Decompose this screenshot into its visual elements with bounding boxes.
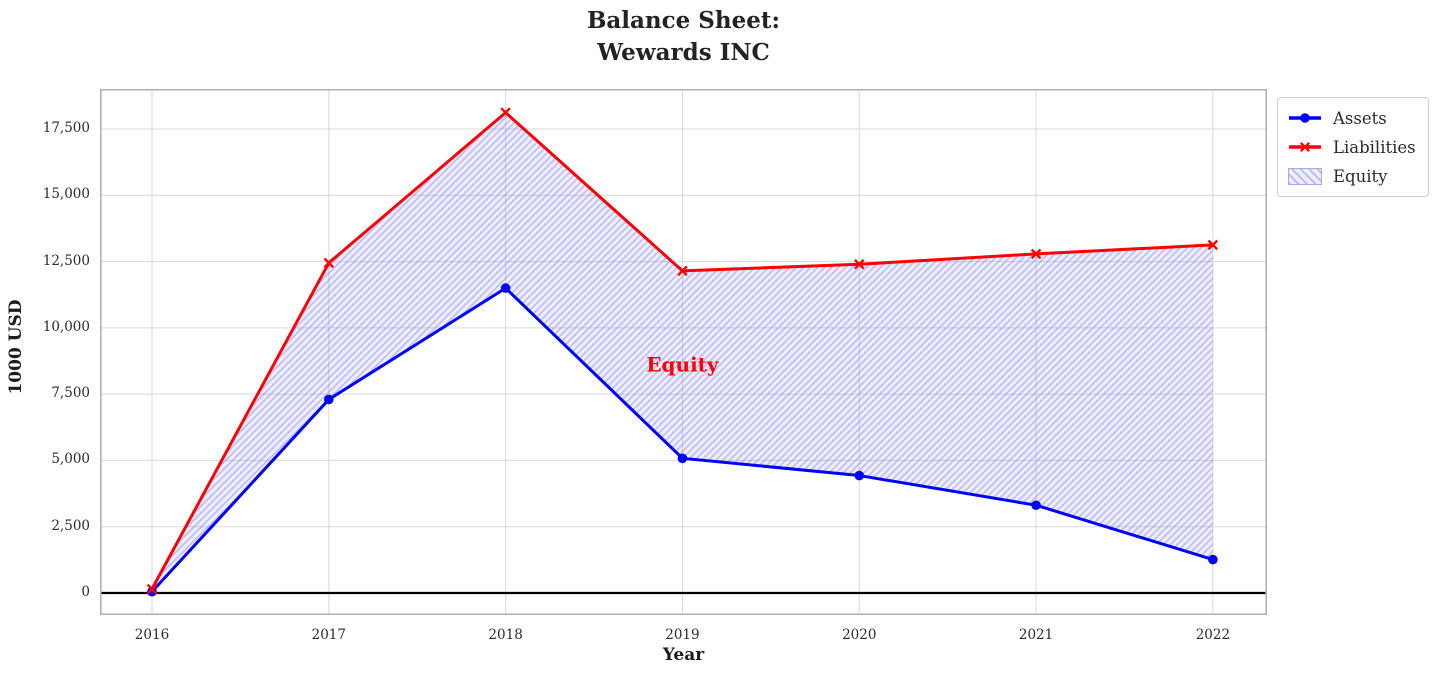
assets-marker: [854, 470, 865, 481]
y-tick-label: 15,000: [42, 186, 90, 203]
x-tick-label: 2022: [1195, 627, 1231, 643]
legend-item-liabilities: Liabilities: [1288, 134, 1416, 160]
liabilities-marker: [677, 265, 688, 277]
y-tick-label: 7,500: [51, 385, 90, 402]
y-tick-label: 17,500: [42, 120, 90, 137]
liabilities-marker: [323, 257, 335, 269]
liabilities-marker: [854, 258, 865, 270]
equity-annotation: Equity: [646, 353, 720, 377]
x-tick-label: 2017: [311, 627, 346, 643]
legend-label-assets: Assets: [1333, 108, 1387, 128]
x-tick-label: 2020: [842, 627, 877, 643]
liabilities-marker: [500, 107, 511, 118]
assets-marker: [500, 283, 511, 293]
x-tick-label: 2018: [488, 627, 523, 643]
plot-border: [100, 89, 1267, 615]
y-tick-label: 5,000: [51, 451, 90, 468]
legend: Assets Liabilities Equity: [1277, 97, 1429, 197]
y-tick-label: 2,500: [51, 517, 90, 534]
x-tick-label: 2021: [1018, 627, 1054, 643]
equity-hatch-icon: [1288, 167, 1322, 185]
liabilities-marker: [1207, 239, 1219, 251]
assets-marker: [1031, 500, 1041, 511]
y-tick-label: 10,000: [42, 318, 90, 335]
y-tick-label: 12,500: [42, 252, 90, 269]
chart-title-line1: Balance Sheet:: [586, 7, 781, 34]
assets-marker: [677, 453, 688, 464]
x-tick-label: 2016: [134, 627, 170, 643]
legend-label-liabilities: Liabilities: [1333, 137, 1416, 157]
chart-title: Balance Sheet: Wewards INC: [100, 5, 1267, 69]
legend-item-assets: Assets: [1288, 105, 1416, 131]
plot-area: Equity: [100, 89, 1267, 615]
assets-line-icon: [1289, 113, 1321, 123]
y-tick-labels: 0 2,500 5,000 7,500 10,000 12,500 15,000 17,500: [0, 0, 90, 676]
liabilities-marker: [146, 583, 158, 595]
chart-title-line2: Wewards INC: [597, 39, 770, 66]
liabilities-line-icon: [1289, 142, 1321, 152]
liabilities-marker: [1030, 248, 1042, 260]
assets-marker: [1208, 554, 1218, 565]
equity-fill-area: [151, 112, 1213, 592]
x-tick-label: 2019: [665, 627, 700, 643]
y-tick-label: 0: [81, 583, 90, 600]
legend-label-equity: Equity: [1333, 166, 1388, 186]
assets-marker: [324, 394, 334, 405]
assets-marker: [147, 586, 157, 597]
x-axis-label: Year: [662, 645, 705, 665]
legend-item-equity: Equity: [1288, 163, 1416, 189]
